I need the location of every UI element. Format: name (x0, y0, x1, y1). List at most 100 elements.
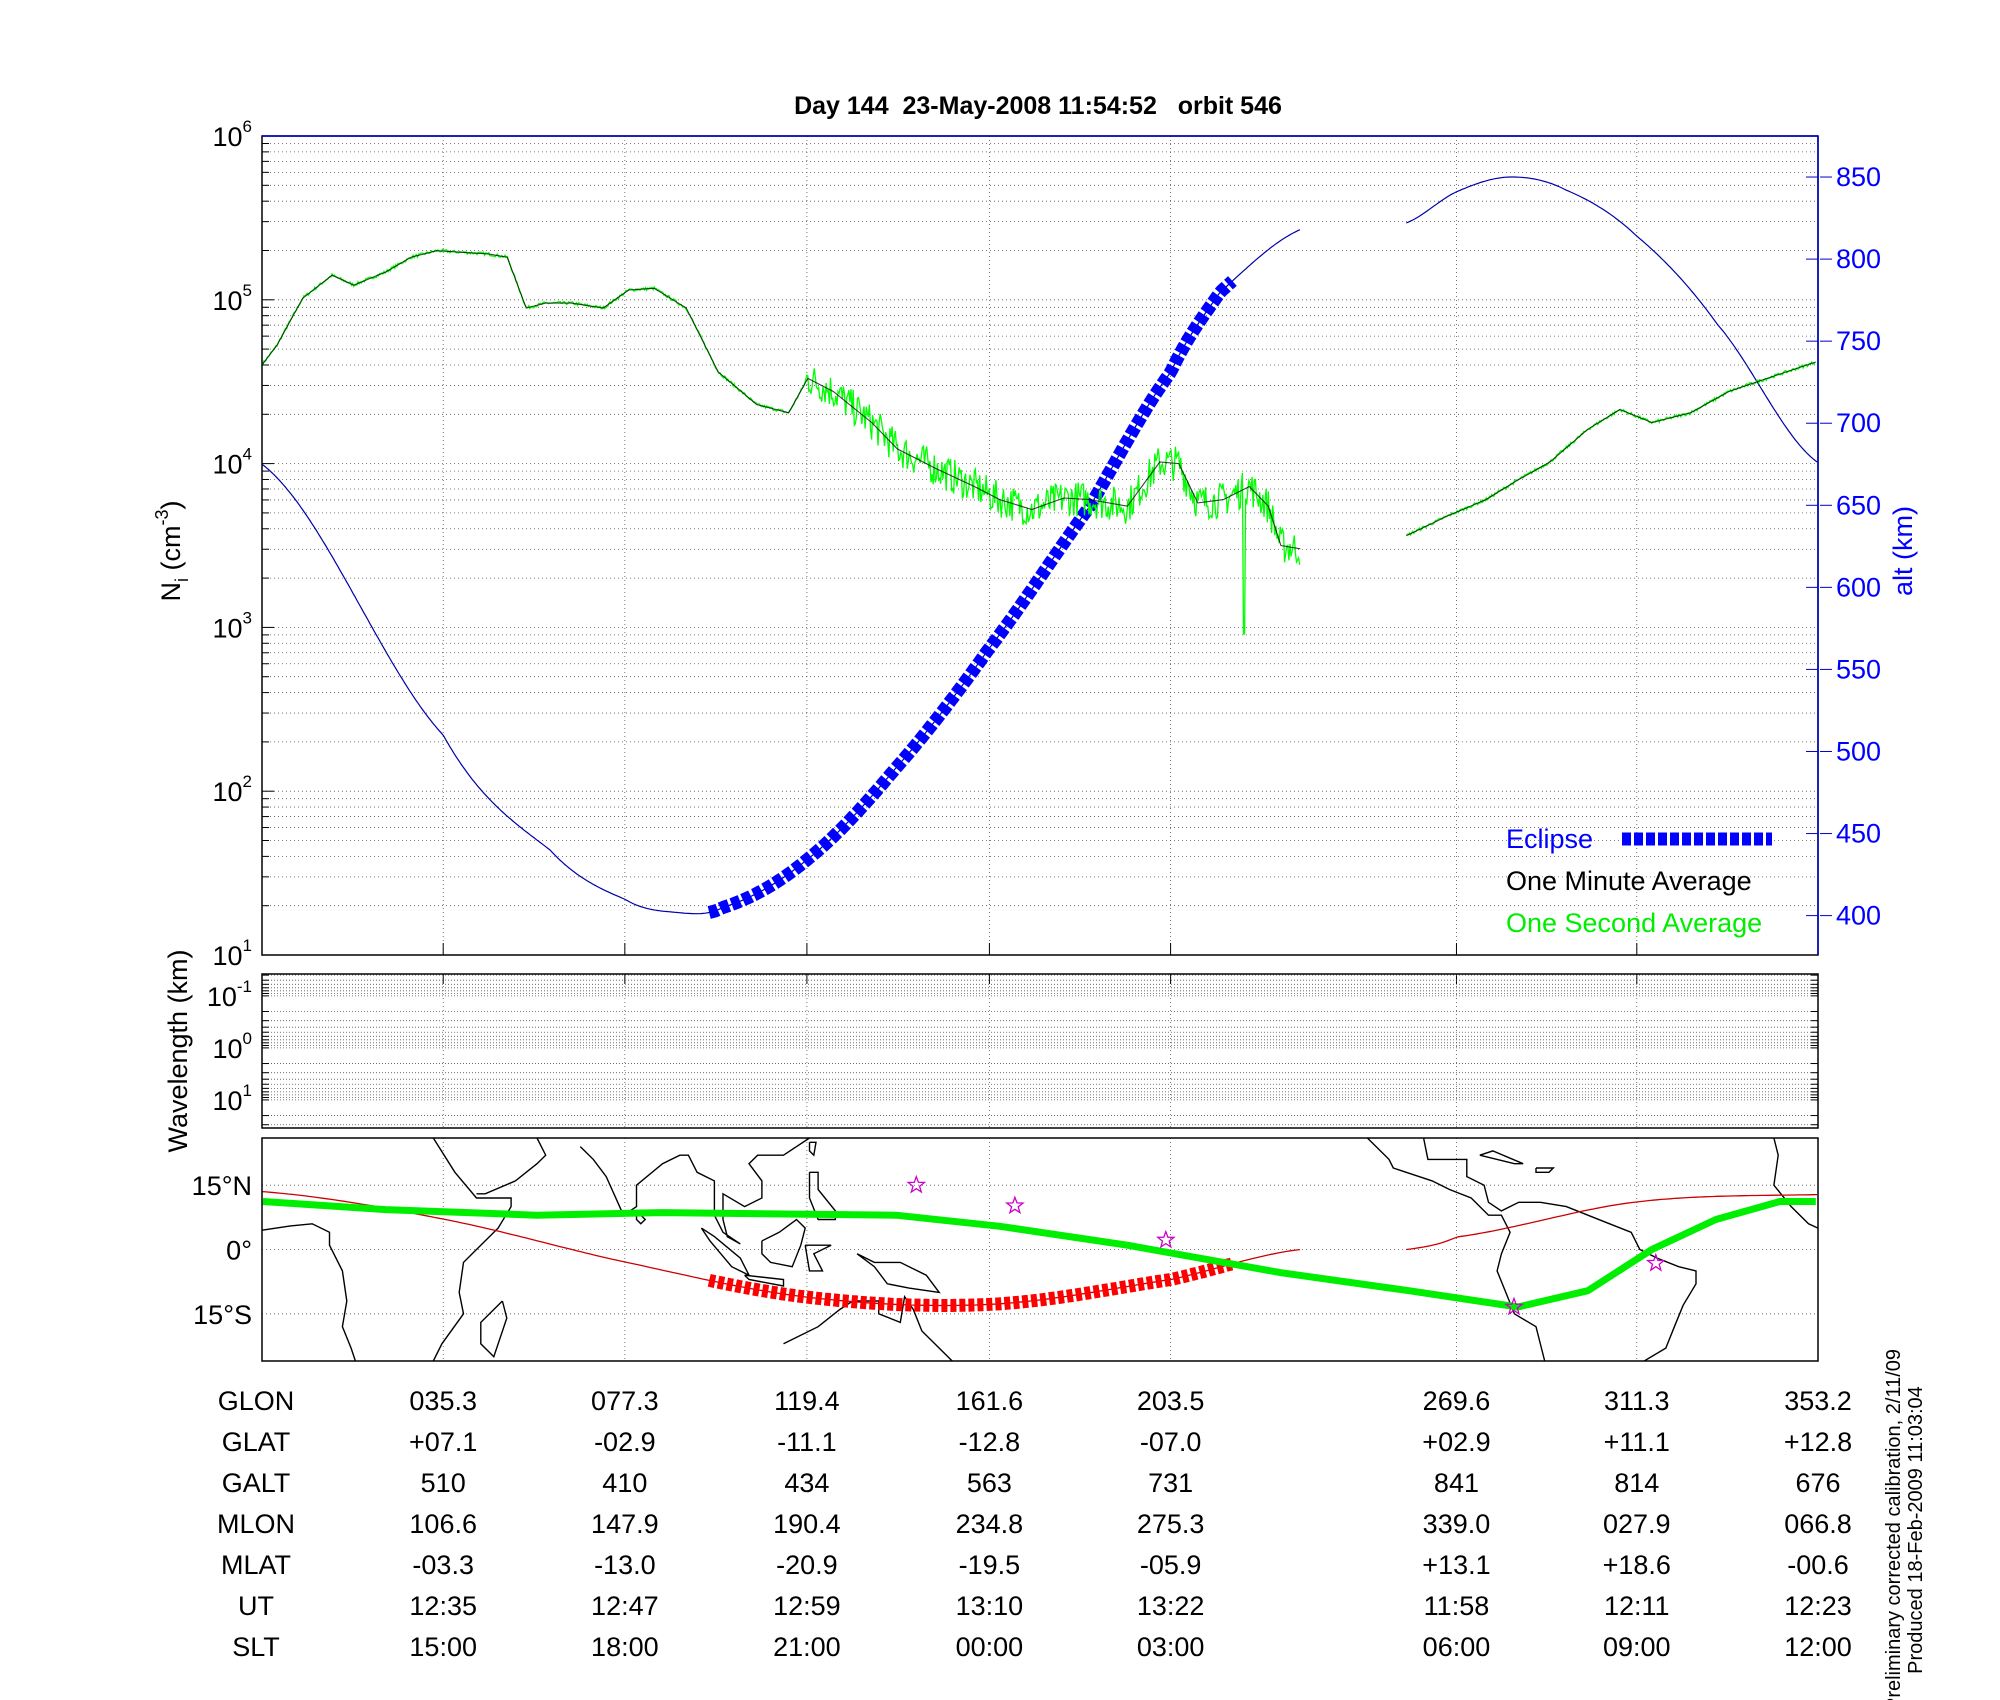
table-cell: 12:35 (409, 1591, 477, 1621)
alt-y-label: alt (km) (1888, 506, 1918, 596)
table-cell: 353.2 (1784, 1386, 1852, 1416)
table-cell: 12:23 (1784, 1591, 1852, 1621)
table-cell: 03:00 (1137, 1632, 1205, 1662)
coastline (700, 1227, 751, 1277)
tick-base: 10 (212, 777, 242, 807)
coastline (804, 1244, 832, 1272)
one-minute-line-segment-2 (1406, 361, 1816, 537)
tick-exponent: 5 (243, 281, 252, 300)
wavelength-axes-frame (261, 973, 1819, 1129)
coastline (432, 1137, 512, 1362)
table-cell: 410 (602, 1468, 647, 1498)
wavelength-y-tick-label: 101 (212, 1081, 252, 1116)
map-lat-tick-label: 15°S (193, 1300, 252, 1330)
table-cell: 161.6 (956, 1386, 1024, 1416)
table-cell: 035.3 (409, 1386, 477, 1416)
wavelength-y-label: Wavelength (km) (163, 949, 193, 1152)
tick-base: 10 (207, 982, 237, 1012)
table-cell: +12.8 (1784, 1427, 1852, 1457)
coastline (744, 1274, 785, 1287)
density-y-tick-label: 105 (212, 281, 252, 316)
altitude-line-segment-1 (261, 229, 1301, 915)
table-cell: 731 (1148, 1468, 1193, 1498)
coastline (856, 1253, 941, 1294)
table-cell: -07.0 (1140, 1427, 1202, 1457)
table-cell: 190.4 (773, 1509, 841, 1539)
tick-base: 10 (212, 122, 242, 152)
density-y-tick-label: 103 (212, 608, 252, 643)
density-y-tick-label: 106 (212, 117, 252, 152)
density-y-tick-label: 104 (212, 445, 252, 480)
coastline (783, 1294, 953, 1362)
table-cell: -05.9 (1140, 1550, 1202, 1580)
tick-exponent: 3 (243, 608, 252, 627)
density-y-label: Ni (cm-3) (152, 501, 192, 602)
tick-exponent: 6 (243, 117, 252, 136)
alt-tick-label: 450 (1836, 819, 1881, 849)
star-marker-icon (906, 1174, 927, 1194)
coastline (1773, 1137, 1819, 1229)
table-cell: 841 (1434, 1468, 1479, 1498)
table-cell: 13:10 (956, 1591, 1024, 1621)
table-cell: 676 (1795, 1468, 1840, 1498)
table-cell: 275.3 (1137, 1509, 1205, 1539)
orbit-eclipse-segment (707, 1257, 1235, 1312)
alt-tick-label: 650 (1836, 490, 1881, 520)
wavelength-y-tick-label: 10-1 (207, 977, 252, 1012)
alt-tick-label: 800 (1836, 244, 1881, 274)
dip-equator-line (262, 1198, 1816, 1311)
table-cell: 11:58 (1424, 1591, 1490, 1621)
table-cell: 119.4 (774, 1386, 840, 1416)
table-cell: 311.3 (1604, 1386, 1670, 1416)
star-marker-icon (1155, 1229, 1176, 1249)
table-cell: 339.0 (1423, 1509, 1491, 1539)
coastline (261, 1223, 357, 1362)
density-y-tick-label: 102 (212, 772, 252, 807)
star-marker-icon (1004, 1195, 1025, 1215)
wavelength-grid (262, 974, 1819, 1128)
tick-base: 10 (212, 1086, 242, 1116)
table-cell: +18.6 (1603, 1550, 1671, 1580)
table-cell: +13.1 (1422, 1550, 1490, 1580)
ground-track-map (261, 1137, 1819, 1362)
footer-calibration-note: Preliminary corrected calibration, 2/11/… (1883, 1349, 1905, 1700)
table-row-label: MLAT (221, 1550, 291, 1580)
table-cell: 077.3 (591, 1386, 659, 1416)
table-cell: 18:00 (591, 1632, 659, 1662)
table-row-label: GALT (222, 1468, 291, 1498)
density-y-tick-label: 101 (212, 936, 252, 971)
table-cell: 06:00 (1423, 1632, 1491, 1662)
tick-exponent: 4 (243, 445, 252, 464)
legend-second-label: One Second Average (1506, 908, 1762, 938)
map-lat-ticks: 15°N 0° 15°S (192, 1171, 252, 1330)
table-cell: 027.9 (1603, 1509, 1671, 1539)
table-cell: 234.8 (956, 1509, 1024, 1539)
coastline (1422, 1137, 1697, 1362)
map-lat-tick-label: 15°N (192, 1171, 252, 1201)
alt-tick-label: 400 (1836, 901, 1881, 931)
tick-exponent: 0 (243, 1029, 252, 1048)
table-cell: -03.3 (412, 1550, 474, 1580)
coastline (476, 1137, 547, 1195)
table-cell: +11.1 (1604, 1427, 1670, 1457)
density-grid (262, 136, 1819, 955)
table-cell: +07.1 (409, 1427, 477, 1457)
alt-tick-label: 850 (1836, 162, 1881, 192)
orbit-track-segment-2 (1406, 1193, 1818, 1251)
table-cell: 269.6 (1423, 1386, 1491, 1416)
table-cell: 00:00 (956, 1632, 1024, 1662)
table-row-label: SLT (232, 1632, 280, 1662)
table-cell: 434 (784, 1468, 829, 1498)
table-cell: 12:00 (1784, 1632, 1852, 1662)
table-cell: 12:11 (1604, 1591, 1670, 1621)
coastline (1535, 1167, 1555, 1174)
star-marker-icon (1645, 1252, 1666, 1272)
table-cell: 09:00 (1603, 1632, 1671, 1662)
alt-tick-label: 500 (1836, 736, 1881, 766)
footer-produced-date: Produced 18-Feb-2009 11:03:04 (1905, 1386, 1927, 1674)
alt-y-ticks: 400 450 500 550 600 650 700 750 800 850 (1806, 162, 1881, 931)
coastline (761, 1218, 806, 1268)
